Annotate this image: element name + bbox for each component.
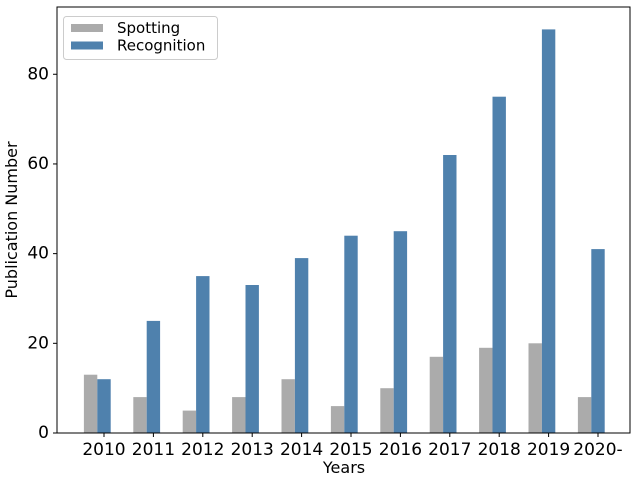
legend-swatch-spotting	[71, 24, 103, 32]
bar-recognition-2013	[245, 285, 259, 433]
y-tick-label-80: 80	[27, 64, 49, 84]
y-tick-label-40: 40	[27, 244, 49, 264]
bar-recognition-2015	[344, 235, 358, 433]
bar-recognition-2016	[393, 231, 408, 433]
x-tick-label-2015: 2015	[329, 440, 372, 460]
bar-spotting-2012	[182, 410, 197, 433]
bar-recognition-2019	[541, 29, 556, 434]
x-axis-label: Years	[322, 458, 365, 477]
bar-spotting-2013	[232, 397, 246, 433]
bar-recognition-2020-	[591, 249, 605, 433]
bar-recognition-2018	[492, 96, 506, 433]
bar-spotting-2010	[83, 374, 98, 433]
x-tick-label-2011: 2011	[132, 440, 175, 460]
x-tick-label-2017: 2017	[428, 440, 471, 460]
bar-recognition-2011	[146, 320, 161, 433]
bar-spotting-2020-	[577, 397, 592, 433]
x-tick-label-2012: 2012	[181, 440, 224, 460]
axes-layer	[56, 6, 631, 434]
ticks-layer: 0 20 40 60 80 2010 2011 2012 2013 2014 2015 2016 201…	[27, 64, 622, 460]
legend-label-recognition: Recognition	[117, 37, 205, 55]
bar-recognition-2012	[196, 276, 210, 433]
bar-spotting-2016	[380, 388, 394, 433]
y-tick-label-20: 20	[27, 333, 49, 353]
y-axis-label: Publication Number	[2, 141, 21, 299]
x-tick-label-2018: 2018	[478, 440, 521, 460]
x-tick-label-2014: 2014	[280, 440, 323, 460]
bar-spotting-2017	[429, 356, 444, 433]
x-tick-label-2013: 2013	[231, 440, 274, 460]
legend-label-spotting: Spotting	[117, 19, 180, 37]
bar-spotting-2011	[133, 397, 147, 433]
x-tick-label-2016: 2016	[379, 440, 422, 460]
bar-recognition-2017	[443, 155, 457, 433]
bar-spotting-2019	[528, 343, 542, 433]
bar-recognition-2010	[97, 379, 111, 433]
y-tick-label-60: 60	[27, 154, 49, 174]
bar-spotting-2015	[330, 406, 345, 433]
bars-layer	[83, 29, 605, 434]
bar-spotting-2018	[479, 347, 493, 433]
x-tick-label-2020-: 2020-	[573, 440, 622, 460]
bar-recognition-2014	[294, 258, 309, 433]
x-tick-label-2010: 2010	[82, 440, 125, 460]
bar-spotting-2014	[281, 379, 295, 433]
x-tick-label-2019: 2019	[527, 440, 570, 460]
legend-swatch-recognition	[71, 41, 103, 50]
plot-border	[56, 6, 631, 434]
y-tick-label-0: 0	[38, 423, 49, 443]
